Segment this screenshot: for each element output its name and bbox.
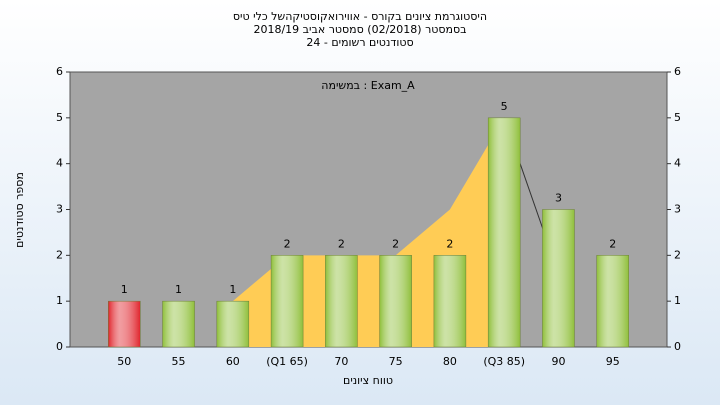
bar — [542, 209, 575, 348]
y2-tick-label: 3 — [674, 203, 681, 216]
bar — [596, 255, 629, 348]
x-tick-label: 70 — [334, 355, 348, 368]
value-label: 2 — [284, 237, 291, 250]
x-tick-label: 80 — [443, 355, 457, 368]
x-tick-label: 75 — [389, 355, 403, 368]
y-tick-label: 6 — [56, 65, 63, 78]
value-label: 2 — [446, 237, 453, 250]
value-label: 2 — [609, 237, 616, 250]
y-tick-label: 3 — [56, 203, 63, 216]
x-axis-label: טווח ציונים — [343, 374, 393, 387]
y-tick-label: 2 — [56, 248, 63, 261]
bar — [270, 255, 304, 348]
bar — [216, 300, 250, 348]
value-label: 1 — [121, 283, 128, 296]
y-tick-label: 4 — [56, 157, 63, 170]
y2-tick-label: 1 — [674, 294, 681, 307]
x-tick-label: 95 — [606, 355, 620, 368]
annotation: במשימה : Exam_A — [321, 79, 415, 92]
value-label: 5 — [501, 100, 508, 113]
y-tick-label: 5 — [56, 111, 63, 124]
bar — [162, 300, 195, 348]
x-tick-label: 55 — [172, 355, 186, 368]
y2-tick-label: 2 — [674, 248, 681, 261]
x-tick-label: (Q3 85) — [483, 355, 525, 368]
chart-title: היסטוגרמת ציונים בקורס - אווירואקוסטיקהש… — [233, 10, 487, 23]
bar — [487, 117, 521, 348]
x-tick-label: 50 — [117, 355, 131, 368]
y2-tick-label: 4 — [674, 157, 681, 170]
y-tick-label: 1 — [56, 294, 63, 307]
y2-tick-label: 0 — [674, 340, 681, 353]
y-tick-label: 0 — [56, 340, 63, 353]
bar — [379, 255, 412, 348]
value-label: 2 — [338, 237, 345, 250]
bar — [433, 255, 467, 348]
y2-tick-label: 5 — [674, 111, 681, 124]
chart-subtitle: סטודנטים רשומים - 24 — [306, 36, 413, 49]
x-tick-label: 90 — [551, 355, 565, 368]
x-tick-label: (Q1 65) — [266, 355, 308, 368]
bar — [108, 300, 141, 348]
x-tick-label: 60 — [226, 355, 240, 368]
y2-tick-label: 6 — [674, 65, 681, 78]
value-label: 1 — [229, 283, 236, 296]
value-label: 3 — [555, 192, 562, 205]
value-label: 2 — [392, 237, 399, 250]
bar — [325, 255, 358, 348]
value-label: 1 — [175, 283, 182, 296]
chart-subtitle: בסמסטר (02/2018) סמסטר אביב 2018/19 — [253, 23, 466, 36]
y-axis-label: מספר סטודנטים — [13, 172, 26, 248]
